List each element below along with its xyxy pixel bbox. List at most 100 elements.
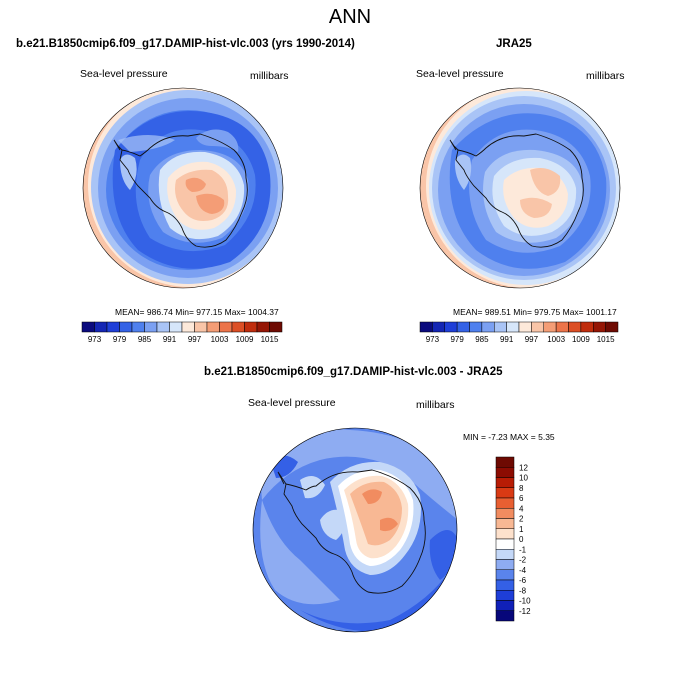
colorbar-2-swatch	[518, 321, 532, 333]
colorbar-3-tick-label: 8	[519, 484, 524, 493]
panel-2-stats: MEAN= 989.51 Min= 979.75 Max= 1001.17	[453, 307, 617, 317]
colorbar-1-tick-label: 991	[163, 335, 177, 344]
colorbar-3-tick-label: -10	[519, 597, 531, 606]
colorbar-3-swatch	[495, 518, 515, 529]
panel-3-stats: MIN = -7.23 MAX = 5.35	[463, 432, 555, 442]
colorbar-2-swatch	[494, 321, 507, 333]
colorbar-1-swatch	[231, 321, 245, 333]
colorbar-1-swatch	[194, 321, 208, 333]
panel-2-title: JRA25	[496, 38, 532, 50]
colorbar-1-tick-label: 1003	[211, 335, 229, 344]
colorbar-2-tick-label: 979	[450, 335, 464, 344]
colorbar-2-swatch	[593, 321, 606, 333]
colorbar-3-tick-label: 12	[519, 463, 528, 472]
colorbar-2-swatch	[543, 321, 557, 333]
colorbar-2-swatch	[444, 321, 458, 333]
colorbar-3-swatch	[495, 549, 515, 560]
colorbar-3-swatch	[495, 528, 515, 540]
colorbar-1-tick-label: 1015	[261, 335, 279, 344]
colorbar-1-swatch	[219, 321, 233, 333]
map-2	[419, 87, 621, 289]
colorbar-2-swatch	[469, 321, 483, 333]
colorbar-3-swatch	[495, 610, 515, 622]
colorbar-3-tick-label: -4	[519, 566, 527, 575]
panel-3-title: b.e21.B1850cmip6.f09_g17.DAMIP-hist-vlc.…	[204, 366, 503, 378]
panel-1-variable-label: Sea-level pressure	[80, 68, 168, 80]
colorbar-3-swatch	[495, 487, 515, 499]
colorbar-3-tick-label: -1	[519, 545, 527, 554]
colorbar-2-swatch	[432, 321, 445, 333]
colorbar-2-swatch	[568, 321, 582, 333]
colorbar-2-tick-label: 1009	[572, 335, 590, 344]
colorbar-2-tick-label: 997	[525, 335, 539, 344]
colorbar-3-swatch	[495, 477, 515, 488]
panel-2-units-label: millibars	[586, 70, 625, 82]
map-3-border	[252, 427, 458, 633]
map-1	[82, 87, 284, 289]
colorbar-3-swatch	[495, 538, 515, 550]
colorbar-3-swatch	[495, 559, 515, 570]
colorbar-2-swatch	[580, 321, 594, 333]
map-2-border	[419, 87, 621, 289]
colorbar-2: 973 979 985 991 997 1003 1009 1015	[419, 321, 619, 344]
colorbar-1-swatch	[256, 321, 270, 333]
colorbar-2-tick-label: 973	[426, 335, 440, 344]
colorbar-1-tick-label: 1009	[236, 335, 254, 344]
colorbar-3-swatch	[495, 590, 515, 601]
panel-1-units-label: millibars	[250, 70, 289, 82]
colorbar-2-swatch	[555, 321, 569, 333]
colorbar-3-tick-label: -2	[519, 556, 527, 565]
colorbar-2-tick-label: 985	[475, 335, 489, 344]
colorbar-1-tick-label: 973	[88, 335, 102, 344]
colorbar-2-tick-label: 1015	[597, 335, 615, 344]
colorbar-3-tick-label: 1	[519, 525, 524, 534]
colorbar-2-swatch	[481, 321, 495, 333]
colorbar-2-swatch	[531, 321, 544, 333]
colorbar-3-tick-label: -12	[519, 607, 531, 616]
panel-1-stats: MEAN= 986.74 Min= 977.15 Max= 1004.37	[115, 307, 279, 317]
colorbar-3-tick-label: -8	[519, 586, 527, 595]
colorbar-1-swatch	[269, 321, 283, 333]
colorbar-1-tick-label: 979	[113, 335, 127, 344]
colorbar-1-swatch	[131, 321, 145, 333]
panel-1-title: b.e21.B1850cmip6.f09_g17.DAMIP-hist-vlc.…	[16, 38, 355, 50]
colorbar-3-tick-label: 4	[519, 504, 524, 513]
colorbar-3-tick-label: 2	[519, 515, 524, 524]
figure-title: ANN	[328, 6, 372, 28]
colorbar-1-swatch	[144, 321, 158, 333]
colorbar-1-swatch	[94, 321, 108, 333]
panel-3-units-label: millibars	[416, 399, 455, 411]
colorbar-1: 973 979 985 991 997 1003 1009 1015	[81, 321, 283, 344]
colorbar-3-tick-label: -6	[519, 576, 527, 585]
colorbar-1-tick-label: 985	[138, 335, 152, 344]
colorbar-2-tick-label: 991	[500, 335, 514, 344]
map-1-border	[82, 87, 284, 289]
colorbar-3-tick-label: 10	[519, 474, 528, 483]
colorbar-1-swatch	[106, 321, 120, 333]
panel-2-variable-label: Sea-level pressure	[416, 68, 504, 80]
colorbar-3-swatch	[495, 600, 515, 611]
colorbar-1-swatch	[206, 321, 220, 333]
colorbar-3-tick-label: 6	[519, 494, 524, 503]
colorbar-3-swatch	[495, 497, 515, 509]
colorbar-2-swatch	[419, 321, 433, 333]
colorbar-3-swatch	[495, 508, 515, 519]
colorbar-2-swatch	[605, 321, 619, 333]
panel-3-variable-label: Sea-level pressure	[248, 397, 336, 409]
colorbar-3-swatch	[495, 569, 515, 581]
colorbar-1-swatch	[244, 321, 258, 333]
colorbar-2-swatch	[456, 321, 470, 333]
colorbar-3-swatch	[495, 467, 515, 478]
colorbar-3-swatch	[495, 456, 515, 468]
colorbar-1-swatch	[81, 321, 95, 333]
colorbar-1-swatch	[156, 321, 170, 333]
colorbar-1-swatch	[181, 321, 195, 333]
colorbar-1-swatch	[169, 321, 183, 333]
colorbar-3-swatch	[495, 579, 515, 591]
colorbar-2-swatch	[506, 321, 520, 333]
colorbar-2-tick-label: 1003	[547, 335, 565, 344]
colorbar-3-tick-label: 0	[519, 535, 524, 544]
colorbar-1-tick-label: 997	[188, 335, 202, 344]
